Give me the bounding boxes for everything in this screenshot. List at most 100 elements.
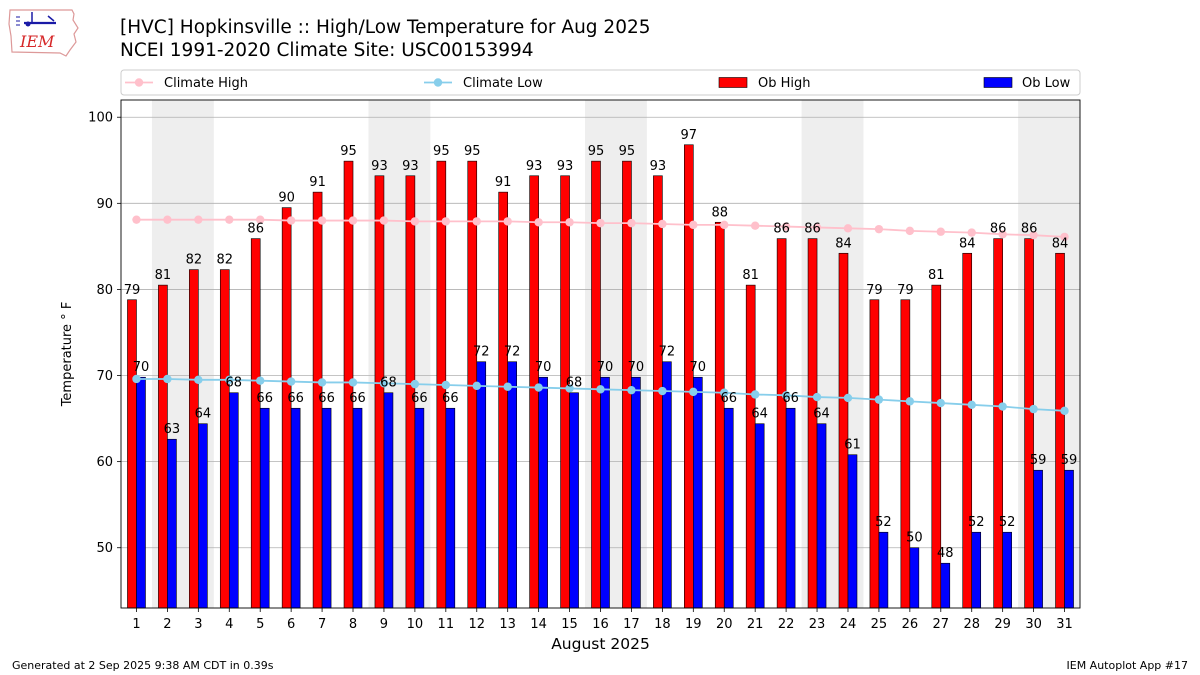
x-tick-label: 26 [902,617,919,632]
ob-low-label: 72 [473,345,490,360]
ob-low-label: 63 [164,422,181,437]
x-tick-label: 16 [592,617,609,632]
climate-low-point [627,385,636,395]
y-tick-label: 70 [96,369,113,384]
legend-box [120,69,1081,96]
ob-low-bar [290,407,301,609]
climate-low-point [596,385,605,394]
x-tick-label: 15 [561,617,578,632]
climate-low-point [998,402,1007,411]
ob-high-bar [962,252,973,609]
climate-low-point [225,375,234,385]
climate-high-point [750,221,760,230]
ob-low-label: 72 [504,345,521,360]
climate-high-point [596,218,605,228]
y-tick-label: 90 [96,197,113,212]
climate-high-point [627,218,636,228]
climate-high-point [936,227,945,236]
ob-low-bar [569,392,579,609]
ob-low-bar [321,407,332,609]
x-tick-label: 2 [163,617,171,632]
ob-low-label: 66 [318,391,335,406]
ob-low-bar [228,392,239,609]
x-tick-label: 6 [287,617,295,632]
x-tick-label: 30 [1025,617,1042,632]
ob-low-bar [909,547,920,609]
y-axis-label: Temperature ° F [60,302,75,408]
x-tick-label: 21 [747,617,764,632]
climate-high-point [225,215,234,224]
ob-low-label: 66 [349,391,366,406]
ob-high-label: 95 [588,144,605,159]
x-tick-label: 1 [132,617,140,632]
ob-high-label: 88 [711,205,728,220]
x-tick-label: 14 [530,617,547,632]
ob-high-label: 86 [990,222,1007,237]
ob-high-bar [807,238,818,609]
climate-low-point [967,400,976,409]
ob-high-bar [1055,252,1065,609]
ob-high-label: 82 [186,253,203,268]
ob-high-label: 95 [340,144,357,159]
x-tick-label: 5 [256,617,264,632]
ob-high-label: 93 [650,159,667,174]
ob-low-label: 66 [256,391,273,406]
ob-high-label: 91 [495,175,512,190]
ob-high-label: 81 [742,268,759,283]
legend-ob-low-swatch [983,77,1013,88]
logo-text: IEM [19,32,55,51]
ob-high-label: 81 [155,268,172,283]
ob-high-bar [281,207,292,609]
ob-low-label: 70 [535,360,552,375]
x-tick-label: 22 [778,617,795,632]
ob-low-bar [1033,469,1043,609]
climate-high-point [967,228,976,237]
ob-low-bar [538,376,548,609]
ob-high-label: 93 [371,159,388,174]
ob-high-bar [250,238,261,609]
ob-high-bar [776,238,787,609]
ob-low-bar [847,454,858,609]
climate-high-point [874,224,884,234]
ob-low-label: 52 [999,515,1016,530]
climate-high-point [905,226,915,236]
climate-high-point [410,217,420,226]
weather-station-icon [16,12,56,27]
ob-low-bar [662,361,672,609]
chart-title: [HVC] Hopkinsville :: High/Low Temperatu… [120,17,651,38]
x-tick-label: 10 [407,617,424,632]
x-tick-label: 31 [1056,617,1073,632]
iowa-outline [8,9,79,57]
ob-low-label: 66 [720,391,737,406]
ob-high-bar [529,175,539,609]
x-tick-label: 29 [994,617,1011,632]
climate-high-point [472,217,481,226]
ob-low-label: 64 [813,407,830,422]
ob-high-bar [498,191,508,609]
climate-low-point [750,390,760,399]
climate-high-point [317,216,327,225]
climate-high-point [441,217,451,226]
x-tick-label: 20 [716,617,733,632]
ob-high-label: 93 [557,159,574,174]
ob-high-bar [189,269,199,609]
ob-high-bar [745,284,756,609]
ob-high-label: 93 [526,159,543,174]
ob-low-bar [1002,531,1012,609]
climate-low-point [936,398,945,408]
ob-low-label: 70 [628,360,645,375]
climate-low-point [163,374,172,384]
climate-low-point [503,382,512,391]
ob-high-label: 84 [835,236,852,251]
ob-low-label: 50 [906,531,923,546]
x-tick-label: 4 [225,617,233,632]
ob-high-bar [127,299,137,609]
climate-low-point [194,375,203,385]
ob-low-label: 68 [566,376,583,391]
ob-low-label: 70 [597,360,614,375]
ob-low-label: 48 [937,546,954,561]
ob-low-label: 61 [844,438,861,453]
x-tick-label: 24 [840,617,857,632]
x-tick-label: 27 [933,617,950,632]
x-tick-label: 17 [623,617,640,632]
